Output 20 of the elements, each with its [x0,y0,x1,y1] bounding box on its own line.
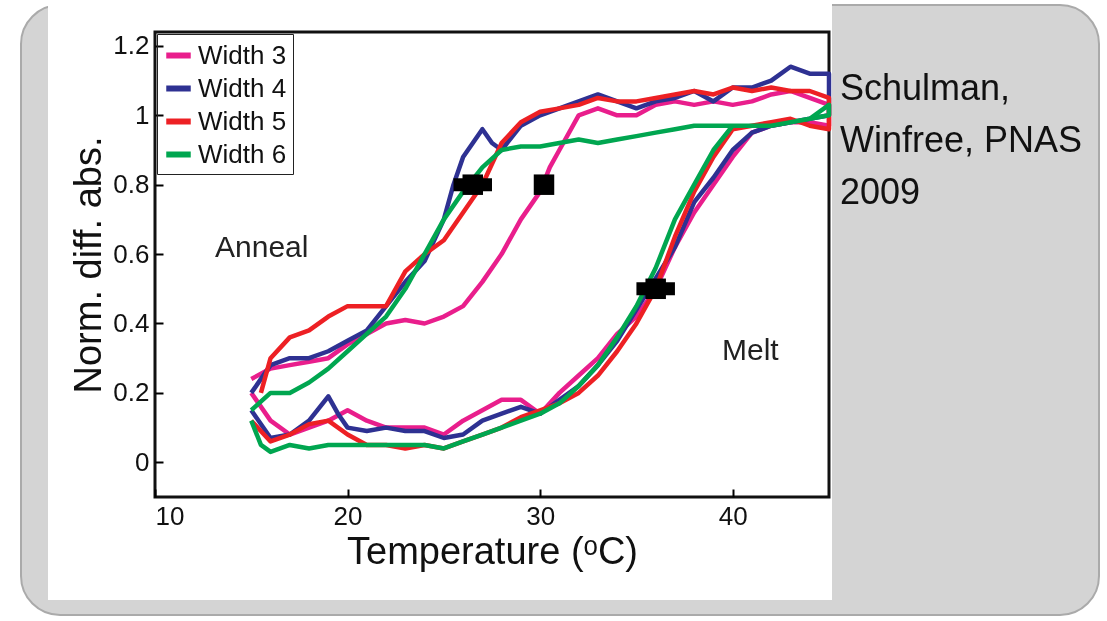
y-tick-label: 0 [135,446,150,477]
y-tick-label: 0.4 [113,307,150,338]
legend-label: Width 4 [198,72,287,103]
y-tick-label: 1.2 [113,30,150,61]
y-tick-label: 0.8 [113,169,150,200]
x-tick-label: 10 [155,500,185,531]
x-tick-label: 30 [526,500,556,531]
legend-label: Width 5 [198,105,287,136]
y-axis-title: Norm. diff. abs. [67,136,110,394]
x-axis-title: Temperature (ᵒC) [347,529,638,572]
text: Schulman, Winfree, PNAS 2009 [840,66,1084,214]
x-tick-label: 40 [718,500,748,531]
y-tick-label: 0.2 [113,377,150,408]
legend-label: Width 3 [198,39,287,70]
y-tick-label: 0.6 [113,238,150,269]
x-tick-label: 20 [333,500,363,531]
annotation: Melt [722,333,779,367]
annotation: Anneal [215,230,309,264]
legend-label: Width 6 [198,138,287,169]
y-tick-label: 1 [135,99,150,130]
